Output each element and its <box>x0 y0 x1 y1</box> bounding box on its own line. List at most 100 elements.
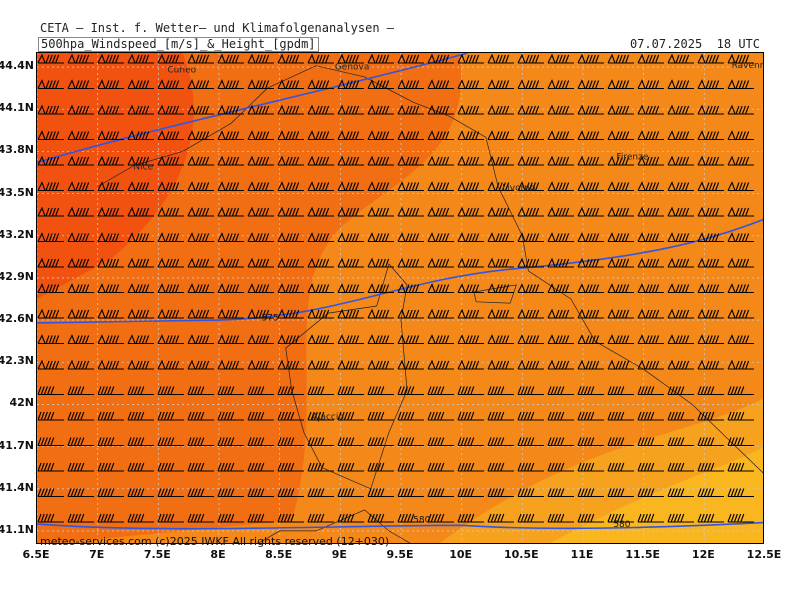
wind-barb <box>37 437 64 447</box>
wind-barb <box>337 513 364 523</box>
wind-barb <box>577 53 604 64</box>
wind-barb <box>667 155 694 166</box>
wind-barb <box>337 232 364 243</box>
wind-barb <box>97 283 124 294</box>
wind-barb <box>607 462 634 472</box>
wind-barb <box>457 257 484 268</box>
wind-barb <box>247 232 274 243</box>
wind-barb <box>247 79 274 90</box>
wind-barb <box>157 462 184 472</box>
wind-barb <box>727 386 754 396</box>
wind-barb <box>337 488 364 498</box>
wind-barb <box>667 488 694 498</box>
wind-barb <box>277 308 304 319</box>
wind-barb <box>247 411 274 421</box>
wind-barb <box>667 386 694 396</box>
wind-barb <box>127 257 154 268</box>
wind-barb <box>547 513 574 523</box>
wind-barb <box>37 488 64 498</box>
wind-barb <box>487 232 514 243</box>
wind-barb <box>247 334 274 345</box>
wind-barb <box>727 308 754 319</box>
wind-barb <box>487 181 514 192</box>
contour-580 <box>37 521 763 530</box>
wind-barb <box>277 462 304 472</box>
wind-barb <box>337 79 364 90</box>
place-labels: CuneoGenovaLivornoFirenzeRavennaAjaccioR… <box>133 61 763 422</box>
wind-barb <box>637 257 664 268</box>
wind-barb <box>97 386 124 396</box>
wind-barb <box>697 79 724 90</box>
latitude-tick-label: 42N <box>9 396 34 410</box>
wind-barb <box>727 513 754 523</box>
wind-barb <box>367 130 394 141</box>
wind-barb <box>457 359 484 370</box>
wind-barb <box>427 79 454 90</box>
wind-barb <box>277 359 304 370</box>
wind-barb <box>517 53 544 64</box>
wind-barb <box>457 513 484 523</box>
wind-barb <box>727 488 754 498</box>
wind-barb <box>157 359 184 370</box>
wind-barb <box>727 206 754 217</box>
wind-barb <box>547 334 574 345</box>
wind-barb <box>67 283 94 294</box>
wind-barb <box>667 53 694 64</box>
wind-barb <box>577 386 604 396</box>
wind-barb <box>697 155 724 166</box>
wind-barb <box>217 359 244 370</box>
wind-barb <box>157 308 184 319</box>
wind-barb <box>397 257 424 268</box>
wind-barb <box>487 104 514 115</box>
wind-barb <box>727 155 754 166</box>
wind-barb <box>727 232 754 243</box>
wind-barb <box>547 257 574 268</box>
wind-barb <box>277 155 304 166</box>
wind-barb <box>157 386 184 396</box>
wind-barb <box>217 79 244 90</box>
wind-barb <box>217 308 244 319</box>
longitude-tick-label: 8E <box>210 548 226 561</box>
place-label: Nice <box>133 162 153 172</box>
wind-barb <box>457 53 484 64</box>
wind-barb <box>457 206 484 217</box>
wind-barb <box>217 437 244 447</box>
wind-barb <box>157 257 184 268</box>
wind-barb <box>577 155 604 166</box>
wind-barb <box>277 232 304 243</box>
wind-barb <box>607 181 634 192</box>
wind-barb <box>97 181 124 192</box>
wind-barb <box>697 232 724 243</box>
wind-barb <box>367 411 394 421</box>
wind-barb <box>217 334 244 345</box>
wind-barb <box>97 232 124 243</box>
wind-barb <box>607 359 634 370</box>
wind-barb <box>97 488 124 498</box>
wind-barb <box>577 411 604 421</box>
wind-barb <box>247 308 274 319</box>
wind-barb <box>457 386 484 396</box>
wind-barb <box>127 283 154 294</box>
longitude-tick-label: 8.5E <box>265 548 293 561</box>
wind-barb <box>727 359 754 370</box>
wind-barb <box>667 181 694 192</box>
wind-barb <box>637 283 664 294</box>
wind-barb <box>37 206 64 217</box>
wind-barb <box>307 308 334 319</box>
wind-barb <box>397 232 424 243</box>
wind-barb <box>397 206 424 217</box>
wind-barb <box>547 104 574 115</box>
wind-barb <box>127 79 154 90</box>
wind-barb <box>697 488 724 498</box>
wind-barb <box>127 206 154 217</box>
wind-barb <box>517 104 544 115</box>
contour-575 <box>37 218 763 324</box>
longitude-tick-label: 12E <box>691 548 715 561</box>
wind-barb <box>517 411 544 421</box>
wind-barb <box>487 411 514 421</box>
wind-barb <box>247 206 274 217</box>
wind-barb <box>427 283 454 294</box>
wind-barb <box>577 437 604 447</box>
wind-barb <box>307 462 334 472</box>
wind-barb <box>67 130 94 141</box>
